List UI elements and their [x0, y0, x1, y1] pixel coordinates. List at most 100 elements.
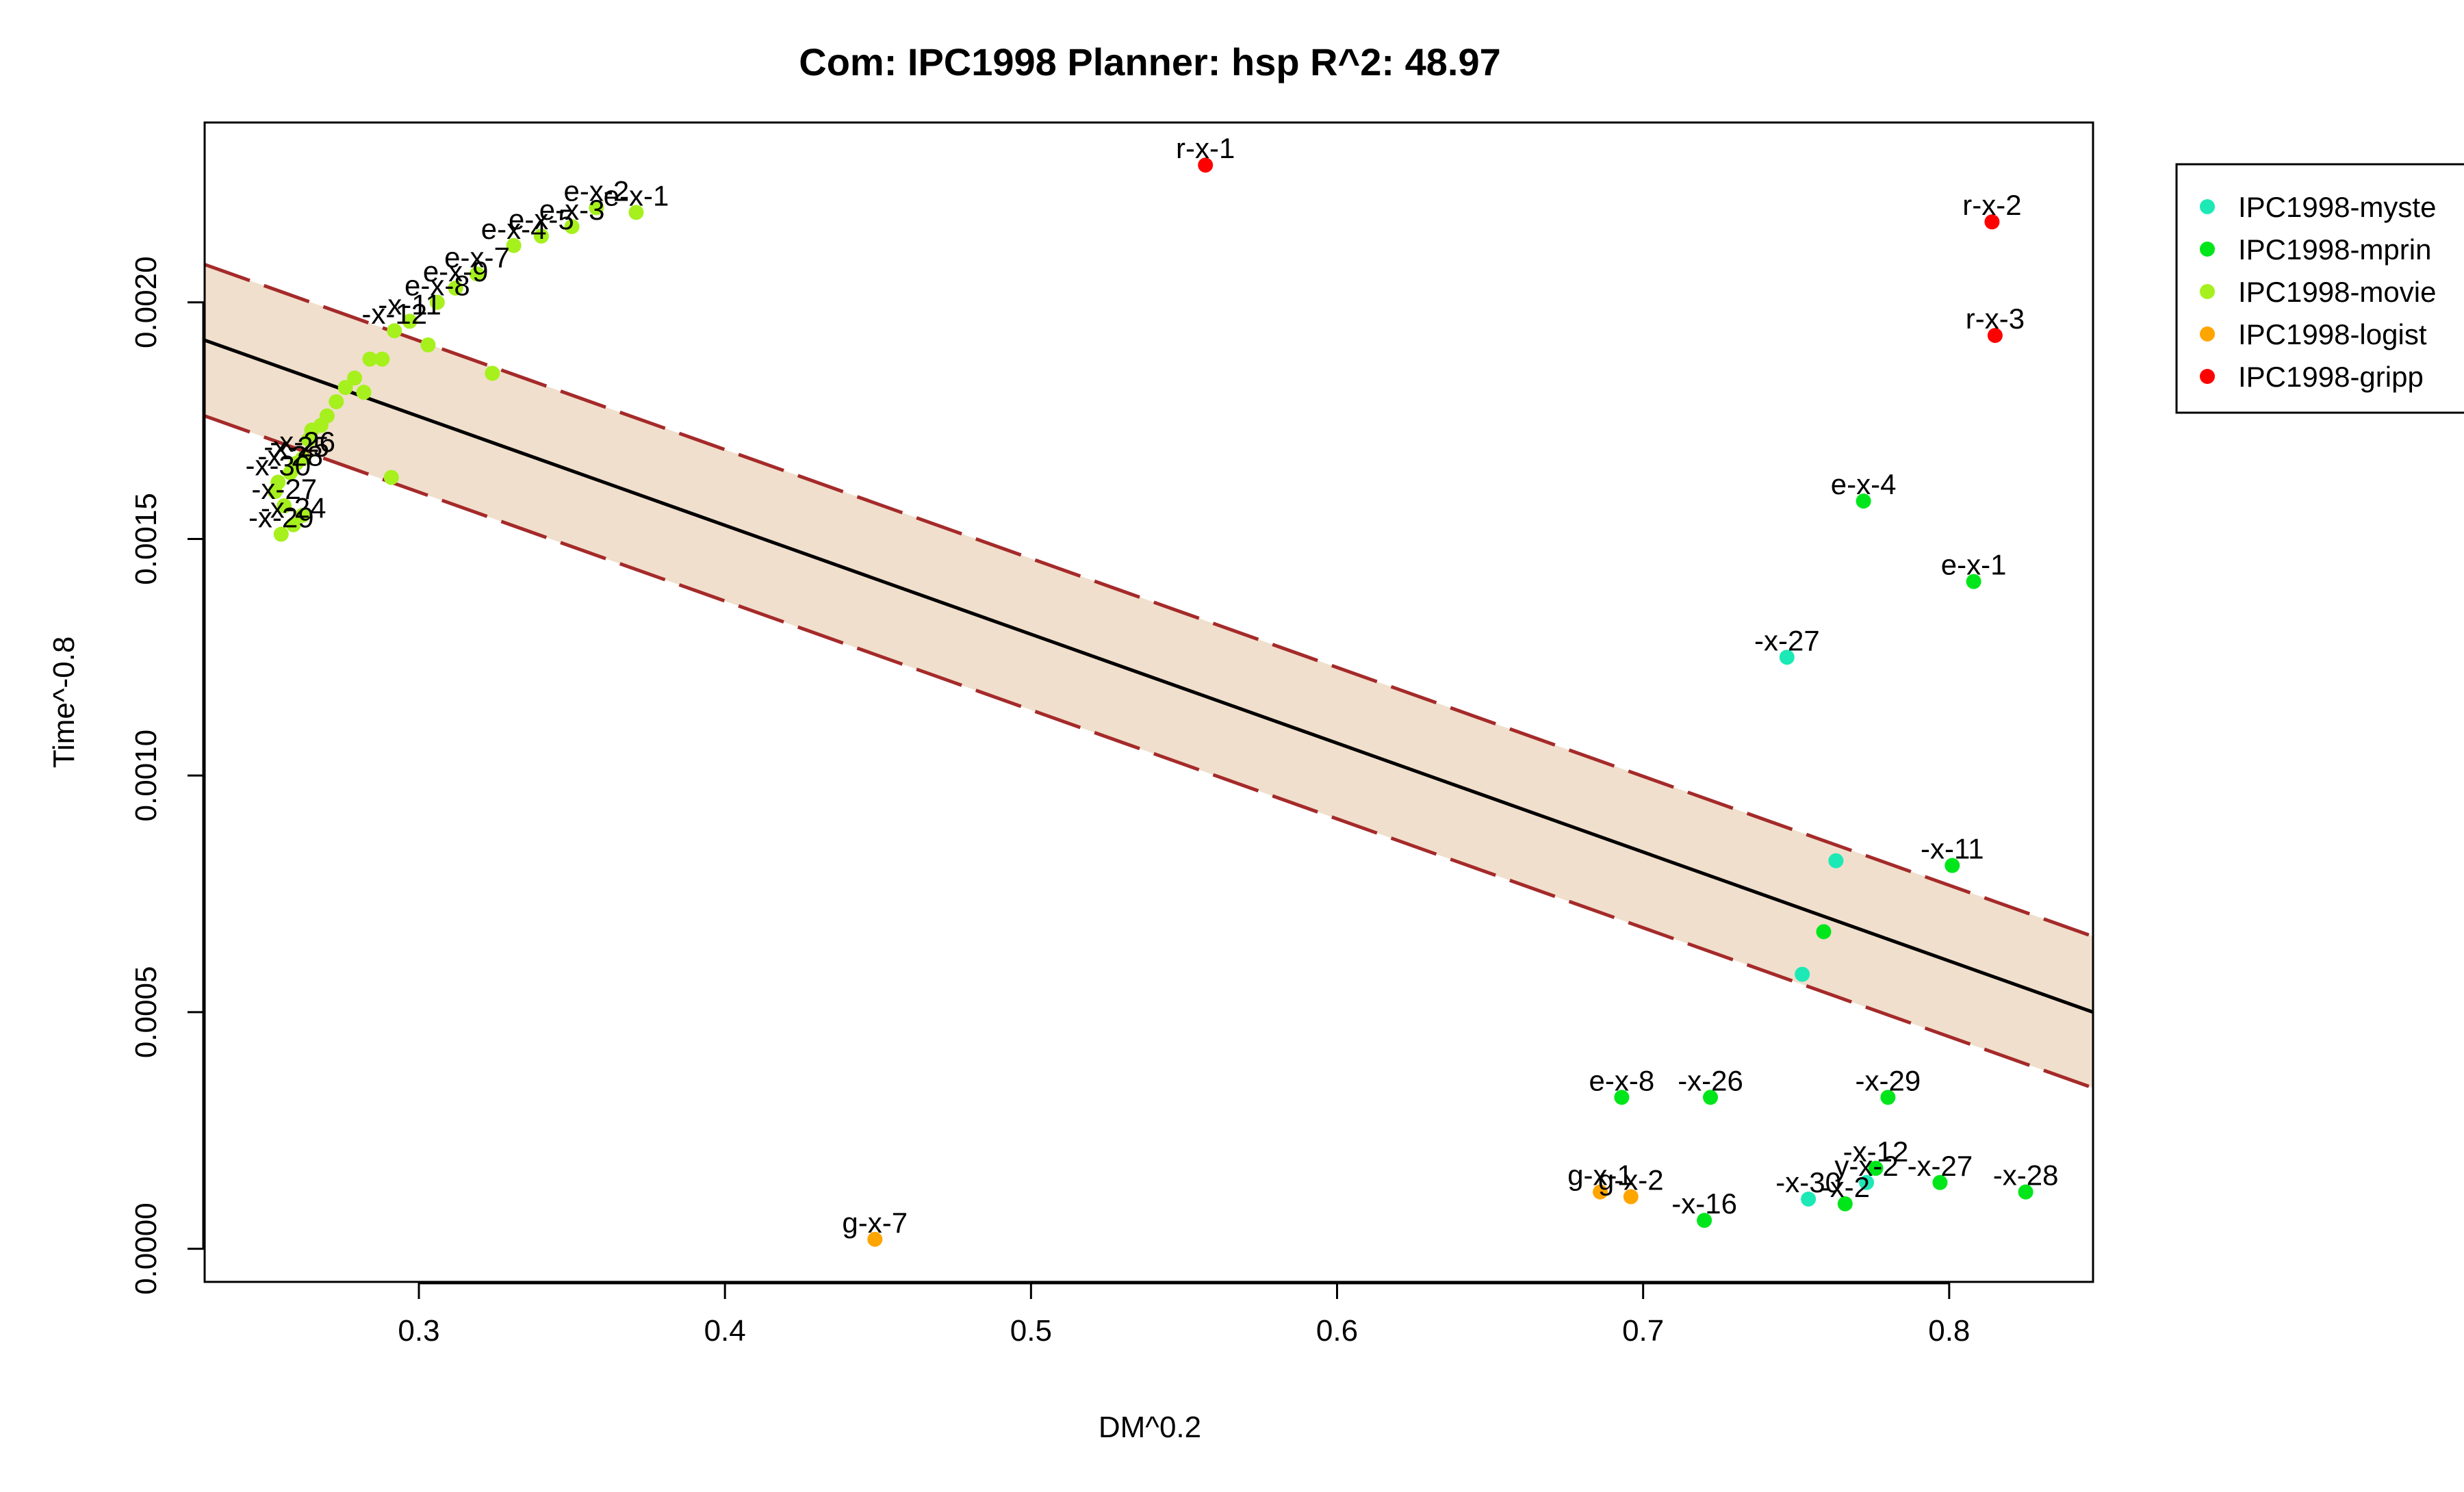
point-label-s4-0: r-x-1	[1176, 132, 1235, 164]
point-label-s2-5: e-x-7	[444, 241, 510, 273]
data-point-s0-3	[1801, 1192, 1817, 1207]
data-point-s2-2	[564, 219, 580, 235]
point-label-s2-1: e-x-2	[564, 175, 630, 207]
point-label-s3-1: g-x-1	[1567, 1159, 1633, 1192]
data-point-s2-13	[362, 351, 378, 367]
data-point-s1-9	[2018, 1184, 2033, 1200]
x-tick-label-0: 0.3	[398, 1314, 439, 1348]
legend-marker-4	[2200, 369, 2215, 384]
point-label-s0-3: -x-30	[1775, 1166, 1841, 1198]
regression-line-layer	[204, 338, 2094, 1014]
chart-title: Com: IPC1998 Planner: hsp R^2: 48.97	[799, 40, 1501, 83]
regression-line	[204, 338, 2094, 1014]
data-point-s3-2	[1623, 1189, 1639, 1205]
legend-label-1: IPC1998-mprin	[2238, 233, 2431, 266]
upper-band-line	[204, 263, 2094, 938]
data-point-s0-4	[1859, 1174, 1875, 1190]
plot-frame	[203, 121, 2094, 1283]
point-label-s1-0: e-x-4	[1831, 468, 1897, 500]
legend-box	[2175, 163, 2464, 414]
point-label-s2-4: e-x-4	[481, 213, 547, 245]
point-label-s2-28: -x-27	[251, 473, 317, 505]
data-point-s3-0	[867, 1231, 883, 1247]
data-point-s2-29	[295, 507, 311, 523]
x-tick-label-5: 0.8	[1928, 1314, 1970, 1348]
point-label-s1-7: -x-12	[1843, 1135, 1909, 1168]
data-point-s2-6	[448, 281, 463, 296]
x-tick-label-4: 0.7	[1622, 1314, 1664, 1348]
data-point-s2-22	[383, 470, 399, 485]
y-axis-title: Time^-0.8	[47, 636, 81, 769]
x-tick-label-1: 0.4	[704, 1314, 746, 1348]
data-point-s1-2	[1945, 858, 1960, 873]
point-label-s2-3: e-x-5	[509, 203, 574, 235]
y-tick-label-2: 0.0010	[129, 730, 163, 822]
point-label-s2-0: e-x-1	[604, 179, 669, 211]
point-labels-layer: -x-27-x-30y-x-2e-x-4e-x-1-x-11e-x-8 -x-26…	[245, 132, 2058, 1239]
data-point-s2-10	[420, 337, 436, 352]
data-point-s2-16	[356, 385, 372, 400]
data-point-s2-31	[273, 526, 289, 542]
point-label-s2-8: -x-11	[378, 288, 441, 320]
data-point-s2-17	[329, 394, 344, 409]
point-label-s2-26: -x-30	[245, 449, 311, 481]
y-tick-label-3: 0.0015	[129, 493, 163, 585]
data-point-s2-25	[283, 465, 298, 480]
data-point-s4-2	[1987, 328, 2003, 344]
data-point-s1-4	[1614, 1090, 1630, 1105]
point-label-s3-2: g-x-2	[1598, 1164, 1664, 1196]
data-point-s2-12	[374, 351, 390, 367]
legend-label-0: IPC1998-myste	[2238, 191, 2436, 223]
y-axis: 0.0000 0.0005 0.0010 0.0015 0.0020	[129, 256, 205, 1295]
x-axis: 0.3 0.4 0.5 0.6 0.7 0.8	[398, 1282, 1970, 1348]
point-label-s2-25: -x-28	[257, 440, 323, 472]
legend-marker-0	[2200, 199, 2215, 214]
point-label-s0-0: -x-27	[1754, 624, 1820, 656]
data-point-s1-6	[1880, 1090, 1896, 1105]
point-label-s4-2: r-x-3	[1966, 303, 2025, 335]
data-point-s2-0	[628, 205, 644, 220]
data-point-s2-4	[506, 237, 522, 253]
data-point-s2-5	[469, 266, 485, 282]
legend-marker-1	[2200, 242, 2215, 257]
data-point-s3-1	[1593, 1184, 1608, 1200]
data-point-s2-21	[301, 432, 317, 448]
x-tick-label-2: 0.5	[1010, 1314, 1052, 1348]
data-points-layer	[267, 157, 2033, 1247]
point-label-s0-4: y-x-2	[1834, 1150, 1898, 1182]
data-point-s2-14	[347, 370, 363, 386]
legend-label-2: IPC1998-movie	[2238, 276, 2436, 308]
y-tick-label-4: 0.0020	[129, 256, 163, 348]
point-label-s4-1: r-x-2	[1962, 189, 2021, 221]
point-label-s3-0: g-x-7	[842, 1207, 908, 1239]
legend-marker-2	[2200, 284, 2215, 299]
data-point-s0-0	[1779, 649, 1795, 665]
data-point-s2-3	[533, 228, 549, 244]
data-point-s1-7	[1868, 1161, 1884, 1176]
x-tick-label-3: 0.6	[1316, 1314, 1358, 1348]
data-point-s1-10	[1697, 1213, 1712, 1229]
data-point-s2-9	[387, 323, 402, 339]
point-label-s2-24: -x-25	[264, 430, 329, 463]
point-label-s2-9: -x-12	[361, 298, 427, 330]
data-point-s2-28	[277, 498, 292, 514]
data-point-s1-0	[1856, 493, 1871, 509]
point-label-s1-4: e-x-8	[1589, 1064, 1655, 1096]
data-point-s1-1	[1966, 574, 1981, 589]
data-point-s2-8	[402, 313, 418, 329]
y-tick-label-1: 0.0005	[129, 966, 163, 1059]
data-point-s1-8	[1932, 1174, 1948, 1190]
legend-label-3: IPC1998-logist	[2238, 318, 2427, 350]
legend-marker-3	[2200, 326, 2215, 342]
point-label-s2-31: -x-29	[248, 502, 314, 534]
legend-label-4: IPC1998-gripp	[2238, 361, 2424, 393]
point-label-s1-10: -x-16	[1671, 1187, 1737, 1220]
point-label-s2-30: -x-24	[261, 492, 326, 524]
data-point-s2-30	[285, 517, 301, 532]
point-label-s2-6: e-x-9	[423, 255, 489, 287]
data-point-s2-15	[337, 380, 353, 396]
data-point-s1-11	[1837, 1196, 1853, 1211]
data-point-s0-1	[1828, 853, 1844, 869]
point-label-s2-7: e-x-8	[405, 270, 470, 302]
